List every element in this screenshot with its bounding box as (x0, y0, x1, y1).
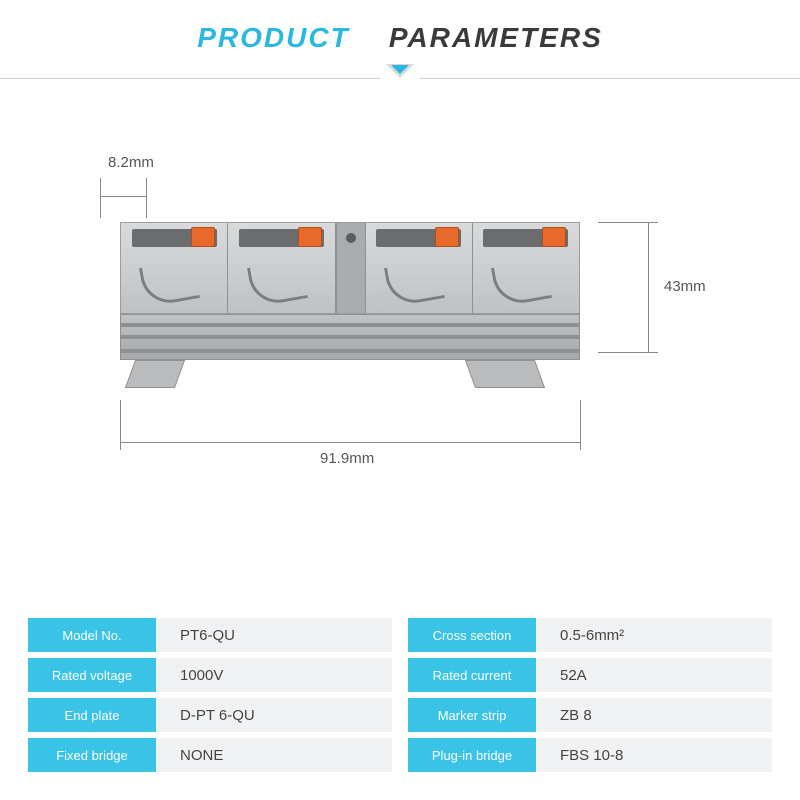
product-diagram: 8.2mm 43mm 91.9mm (0, 92, 800, 606)
spec-val: FBS 10-8 (536, 738, 772, 772)
spec-key: Rated current (408, 658, 536, 692)
spec-key: Model No. (28, 618, 156, 652)
spec-row: Fixed bridge NONE (28, 738, 392, 772)
spec-row: Model No. PT6-QU (28, 618, 392, 652)
title-accent: PRODUCT (197, 22, 349, 53)
spec-col-left: Model No. PT6-QU Rated voltage 1000V End… (28, 618, 392, 772)
spec-key: Fixed bridge (28, 738, 156, 772)
spec-key: Plug-in bridge (408, 738, 536, 772)
spec-val: D-PT 6-QU (156, 698, 392, 732)
spec-key: End plate (28, 698, 156, 732)
spec-col-right: Cross section 0.5-6mm² Rated current 52A… (408, 618, 772, 772)
dim-length: 91.9mm (320, 450, 374, 467)
spec-val: 1000V (156, 658, 392, 692)
spec-row: Plug-in bridge FBS 10-8 (408, 738, 772, 772)
header-divider (0, 64, 800, 92)
dim-width-top: 8.2mm (108, 154, 154, 171)
spec-row: Marker strip ZB 8 (408, 698, 772, 732)
spec-val: NONE (156, 738, 392, 772)
spec-val: 52A (536, 658, 772, 692)
spec-row: Cross section 0.5-6mm² (408, 618, 772, 652)
terminal-block (120, 222, 580, 397)
spec-key: Cross section (408, 618, 536, 652)
spec-row: End plate D-PT 6-QU (28, 698, 392, 732)
dim-height: 43mm (664, 278, 706, 295)
spec-row: Rated current 52A (408, 658, 772, 692)
spec-val: ZB 8 (536, 698, 772, 732)
chevron-down-icon (380, 64, 420, 92)
spec-key: Rated voltage (28, 658, 156, 692)
spec-key: Marker strip (408, 698, 536, 732)
header: PRODUCT PARAMETERS (0, 0, 800, 92)
page-title: PRODUCT PARAMETERS (0, 22, 800, 54)
spec-val: PT6-QU (156, 618, 392, 652)
spec-val: 0.5-6mm² (536, 618, 772, 652)
spec-table: Model No. PT6-QU Rated voltage 1000V End… (0, 606, 800, 800)
title-main: PARAMETERS (389, 22, 603, 53)
spec-row: Rated voltage 1000V (28, 658, 392, 692)
